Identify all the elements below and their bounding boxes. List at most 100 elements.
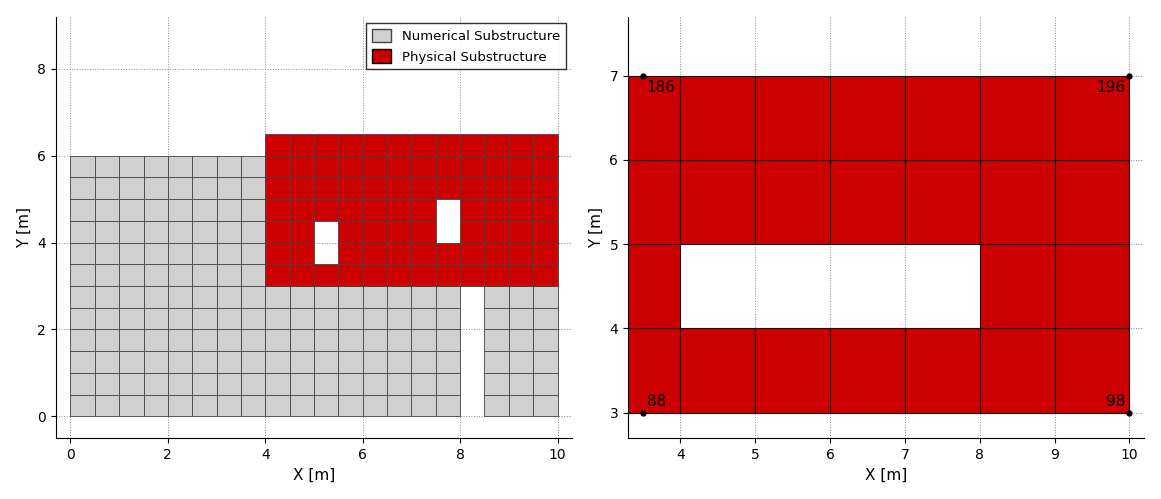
Bar (120, 156, 144, 178)
Bar (362, 286, 387, 308)
Bar (265, 264, 289, 286)
Bar (606, 160, 680, 244)
Bar (289, 156, 313, 178)
Bar (313, 308, 338, 329)
Bar (241, 395, 265, 416)
Bar (484, 156, 509, 178)
Bar (71, 243, 95, 264)
Bar (265, 221, 289, 243)
Bar (289, 221, 313, 243)
Bar (95, 329, 120, 351)
Legend: Numerical Substructure, Physical Substructure: Numerical Substructure, Physical Substru… (367, 23, 565, 69)
Bar (241, 243, 265, 264)
Bar (509, 156, 533, 178)
Bar (168, 373, 193, 395)
Bar (265, 395, 289, 416)
Bar (265, 286, 289, 308)
Bar (120, 308, 144, 329)
Bar (168, 264, 193, 286)
Bar (830, 328, 904, 413)
Bar (387, 286, 411, 308)
Bar (362, 395, 387, 416)
Bar (71, 264, 95, 286)
Bar (95, 178, 120, 199)
Bar (168, 286, 193, 308)
Bar (755, 76, 830, 160)
Bar (460, 264, 484, 286)
Bar (435, 156, 460, 178)
Bar (241, 264, 265, 286)
Bar (460, 156, 484, 178)
Bar (338, 351, 362, 373)
Bar (313, 156, 338, 178)
Bar (313, 395, 338, 416)
Bar (533, 351, 557, 373)
Bar (193, 329, 217, 351)
Bar (411, 134, 435, 156)
Bar (1054, 160, 1130, 244)
Bar (338, 308, 362, 329)
Bar (193, 373, 217, 395)
Bar (313, 134, 338, 156)
Bar (71, 178, 95, 199)
Bar (338, 395, 362, 416)
Bar (830, 76, 904, 160)
Bar (168, 308, 193, 329)
Bar (217, 395, 241, 416)
Bar (1054, 244, 1130, 328)
Bar (484, 373, 509, 395)
Bar (980, 160, 1054, 244)
Bar (265, 156, 289, 178)
Bar (533, 134, 557, 156)
Bar (289, 134, 313, 156)
Bar (435, 308, 460, 329)
Bar (435, 243, 460, 264)
Bar (362, 199, 387, 221)
Bar (460, 243, 484, 264)
Bar (217, 178, 241, 199)
Bar (120, 351, 144, 373)
Bar (509, 308, 533, 329)
Text: 196: 196 (1096, 80, 1126, 95)
Bar (313, 199, 338, 221)
Bar (71, 286, 95, 308)
Bar (411, 373, 435, 395)
Bar (313, 178, 338, 199)
Bar (193, 178, 217, 199)
Bar (241, 221, 265, 243)
Bar (241, 286, 265, 308)
Bar (71, 373, 95, 395)
Y-axis label: Y [m]: Y [m] (16, 207, 31, 248)
Bar (509, 199, 533, 221)
Bar (144, 221, 168, 243)
Bar (435, 286, 460, 308)
Bar (680, 76, 755, 160)
Bar (338, 264, 362, 286)
Bar (338, 134, 362, 156)
Bar (387, 156, 411, 178)
Bar (435, 134, 460, 156)
Bar (120, 243, 144, 264)
Bar (289, 308, 313, 329)
Bar (120, 199, 144, 221)
Bar (387, 308, 411, 329)
Bar (484, 134, 509, 156)
Bar (193, 199, 217, 221)
Bar (411, 329, 435, 351)
Bar (144, 264, 168, 286)
Bar (168, 199, 193, 221)
Bar (289, 373, 313, 395)
Bar (241, 373, 265, 395)
Bar (755, 160, 830, 244)
Bar (95, 264, 120, 286)
Bar (484, 395, 509, 416)
Bar (755, 328, 830, 413)
Bar (362, 264, 387, 286)
Bar (533, 221, 557, 243)
Bar (411, 156, 435, 178)
Bar (338, 221, 362, 243)
Bar (168, 221, 193, 243)
Bar (338, 373, 362, 395)
X-axis label: X [m]: X [m] (293, 468, 336, 483)
Bar (217, 243, 241, 264)
